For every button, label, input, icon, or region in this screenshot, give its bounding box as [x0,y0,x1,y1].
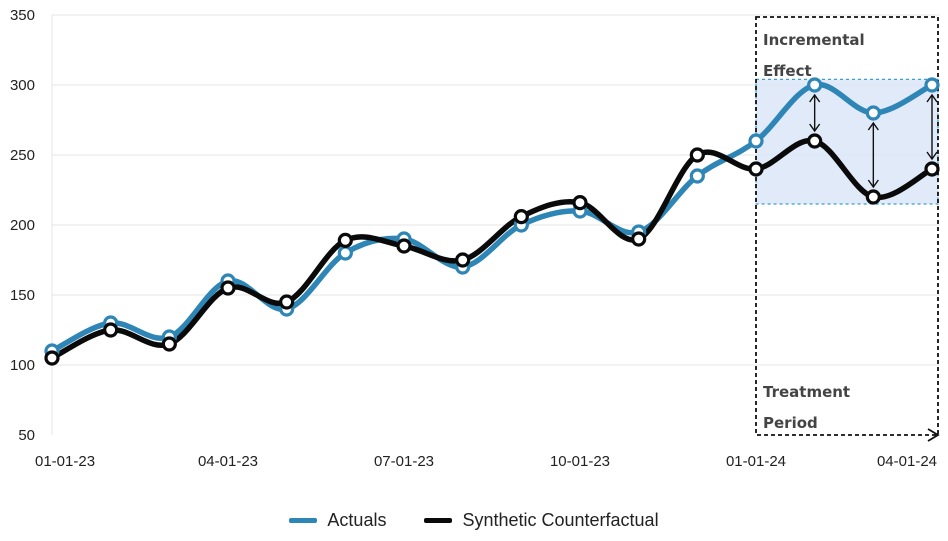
effect-arrows [809,93,938,189]
actuals-point [748,133,764,149]
synthetic-point [689,147,705,163]
synthetic-point [337,232,353,248]
treatment-label-line1: Treatment [763,383,850,401]
effect-arrow-head-bottom [809,123,821,133]
x-axis-tick-labels: 01-01-23 04-01-23 07-01-23 10-01-23 01-01-24… [35,453,937,470]
effect-arrow-head-bottom [867,179,879,189]
synthetic-point [513,209,529,225]
synthetic-point [572,195,588,211]
synthetic-point [103,322,119,338]
synthetic-point [161,336,177,352]
treatment-period-region [755,16,940,442]
y-tick-label: 100 [10,357,35,374]
synthetic-point [924,161,940,177]
treatment-period-box [755,16,939,436]
incremental-label-line2: Effect [763,62,812,80]
y-tick-label: 250 [10,147,35,164]
actuals-point [689,168,705,184]
legend: Actuals Synthetic Counterfactual [0,510,948,531]
x-tick-label: 04-01-24 [877,453,937,470]
legend-item-actuals: Actuals [289,510,386,531]
legend-label-actuals: Actuals [327,510,387,530]
synthetic-point [748,161,764,177]
actuals-point [337,245,353,261]
gridlines [51,14,940,435]
synthetic-swatch [424,518,453,523]
effect-arrow-head-top [809,93,821,103]
series-lines [49,81,935,361]
series-markers [44,77,940,366]
incremental-label-line1: Incremental [763,31,865,49]
y-tick-label: 350 [10,7,35,24]
synthetic-point [279,294,295,310]
synthetic-point [455,252,471,268]
synthetic-point [220,280,236,296]
synthetic-point [865,189,881,205]
synthetic-point [631,231,647,247]
legend-label-synthetic: Synthetic Counterfactual [462,510,659,530]
series-line-actuals [49,81,935,354]
legend-item-synthetic: Synthetic Counterfactual [424,510,659,531]
y-axis-tick-labels: 50 100 150 200 250 300 350 [10,7,35,444]
x-tick-label: 01-01-24 [726,453,786,470]
synthetic-point [807,133,823,149]
x-tick-label: 07-01-23 [374,453,434,470]
y-tick-label: 150 [10,287,35,304]
actuals-point [865,105,881,121]
effect-arrow-head-top [867,121,879,131]
y-tick-label: 200 [10,217,35,234]
treatment-label-line2: Period [763,414,818,432]
actuals-point [807,77,823,93]
x-tick-label: 10-01-23 [550,453,610,470]
x-tick-label: 04-01-23 [198,453,258,470]
effect-arrow-head-bottom [926,151,938,161]
annotations: Incremental Effect Treatment Period [763,31,865,432]
actuals-point [924,77,940,93]
x-tick-label: 01-01-23 [35,453,95,470]
y-tick-label: 300 [10,77,35,94]
y-tick-label: 50 [18,427,35,444]
actuals-swatch [289,518,318,523]
synthetic-point [396,238,412,254]
effect-arrow-head-top [926,93,938,103]
series-line-synthetic [49,137,935,361]
synthetic-point [44,350,60,366]
line-chart: 50 100 150 200 250 300 350 01-01-23 04-01-23 07-… [10,7,940,470]
treatment-arrowhead [927,428,940,442]
